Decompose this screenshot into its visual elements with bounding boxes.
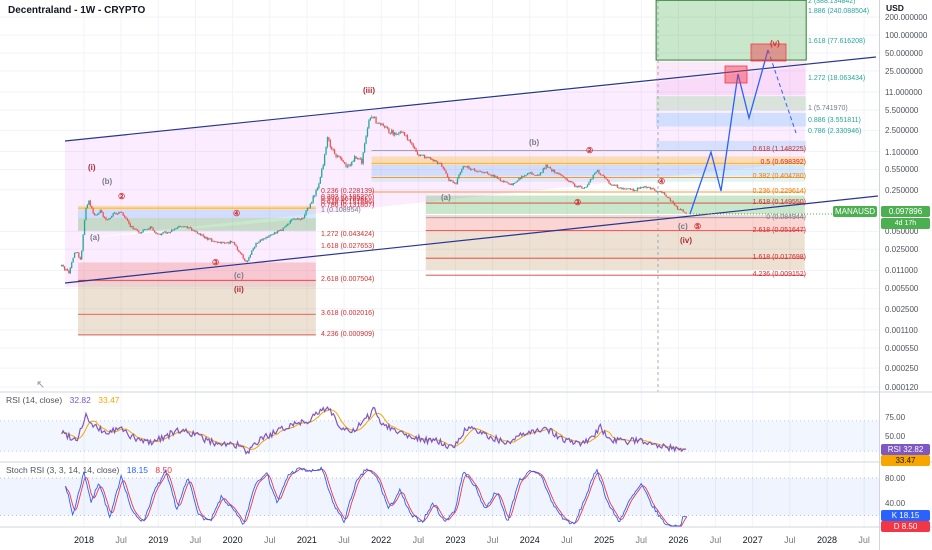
target-box[interactable] <box>750 43 787 62</box>
projection-path[interactable] <box>689 49 769 215</box>
bar-countdown-badge: 4d 17h <box>881 218 930 229</box>
rsi-value: 32.82 <box>69 395 91 405</box>
rsi-line[interactable] <box>61 405 687 455</box>
fib-zone[interactable] <box>371 156 805 166</box>
target-box[interactable] <box>724 65 748 84</box>
symbol-title[interactable]: Decentraland - 1W - CRYPTO <box>8 5 146 16</box>
fib-zone[interactable] <box>78 217 316 231</box>
stoch-axis-tick-40: 40.00 <box>885 499 906 508</box>
rsi-ma-badge: 33.47 <box>881 455 930 466</box>
stoch-label: Stoch RSI (3, 3, 14, 14, close) <box>6 465 120 475</box>
fib-zone[interactable] <box>656 140 807 150</box>
fib-zone[interactable] <box>655 0 807 61</box>
fib-zone[interactable] <box>78 209 316 218</box>
last-price-badge: 0.097896 <box>881 206 930 217</box>
stoch-pane-legend[interactable]: Stoch RSI (3, 3, 14, 14, close) 18.15 8.… <box>6 465 177 475</box>
wave-channel[interactable] <box>65 67 805 240</box>
stoch-axis-tick-80: 80.00 <box>885 474 906 483</box>
wave-channel[interactable] <box>65 218 316 287</box>
stoch-d-line[interactable] <box>65 468 688 527</box>
rsi-axis-tick-50: 50.00 <box>885 432 906 441</box>
rsi-pane-legend[interactable]: RSI (14, close) 32.82 33.47 <box>6 395 125 405</box>
stoch-k-badge: K 18.15 <box>881 510 930 521</box>
fib-zone[interactable] <box>78 282 316 336</box>
fib-zone[interactable] <box>425 232 805 270</box>
projection-path-dashed[interactable] <box>767 49 797 134</box>
symbol-badge: MANAUSD <box>833 206 878 217</box>
stoch-k-line[interactable] <box>64 466 687 527</box>
price-axis-currency-label: USD <box>886 3 904 13</box>
rsi-label: RSI (14, close) <box>6 395 63 405</box>
rsi-ma-value: 33.47 <box>98 395 120 405</box>
stoch-k-value: 18.15 <box>126 465 149 475</box>
fib-zone[interactable] <box>78 262 316 283</box>
rsi-value-badge: RSI 32.82 <box>881 444 930 455</box>
fib-zone[interactable] <box>371 175 805 182</box>
fib-zone[interactable] <box>371 165 805 176</box>
fib-zone[interactable] <box>425 195 805 214</box>
fib-zone[interactable] <box>656 96 807 111</box>
trendline[interactable] <box>64 195 879 284</box>
cursor-icon: ↖ <box>36 379 46 391</box>
stoch-d-badge: D 8.50 <box>881 521 930 532</box>
rsi-axis-tick-75: 75.00 <box>885 413 906 422</box>
trendline[interactable] <box>64 56 877 142</box>
stoch-d-value: 8.50 <box>155 465 172 475</box>
candlestick-series[interactable] <box>61 115 687 274</box>
price-axis-divider[interactable] <box>879 0 880 550</box>
